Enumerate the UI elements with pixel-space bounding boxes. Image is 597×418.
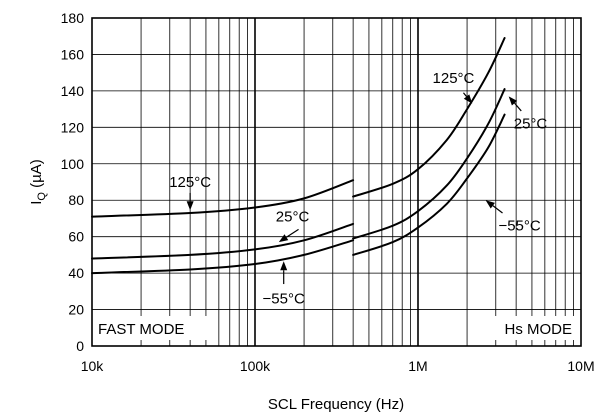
y-tick-label: 120 <box>61 119 85 135</box>
hs-mode-label: Hs MODE <box>505 321 573 338</box>
annotations: 125°C 25°C −55°C 125°C 25°C −55°C <box>169 70 547 307</box>
y-tick-label: 100 <box>61 156 85 172</box>
y-tick-label: 20 <box>68 302 84 318</box>
annotation-arrowhead <box>186 201 194 211</box>
y-tick-label: 0 <box>76 338 84 354</box>
annotation-arrowhead <box>463 94 473 104</box>
y-axis-label-sub: Q <box>36 192 48 201</box>
annotation-label-25c: 25°C <box>276 209 310 226</box>
fast-mode-label: FAST MODE <box>98 321 184 338</box>
annotation-arrow <box>492 205 503 214</box>
x-tick-label: 10k <box>81 358 105 374</box>
x-axis-label: SCL Frequency (Hz) <box>268 396 404 413</box>
annotation-arrowhead <box>508 96 518 106</box>
annotation-arrowhead <box>280 261 288 271</box>
y-tick-label: 60 <box>68 229 84 245</box>
annotation-label-125c: 125°C <box>169 174 211 191</box>
annotation-arrow <box>462 92 468 97</box>
annotation-arrow <box>286 228 299 238</box>
annotation-label-25c: 25°C <box>514 116 548 133</box>
annotation-label-55c: −55°C <box>498 218 540 235</box>
y-tick-label: 80 <box>68 192 84 208</box>
annotation-label-125c: 125°C <box>433 70 475 87</box>
y-tick-label: 160 <box>61 46 85 62</box>
annotation-label-55c: −55°C <box>263 291 305 308</box>
x-tick-label: 10M <box>567 358 594 374</box>
series-line-55c-hs <box>352 113 506 256</box>
fast-mode-label-bg <box>96 316 210 340</box>
y-tick-label: 180 <box>61 10 85 26</box>
series-group <box>91 37 506 275</box>
plot-frame <box>91 17 582 347</box>
annotation-arrowhead <box>485 200 495 209</box>
series-line-125c-fast <box>91 179 355 218</box>
series-line-55c-fast <box>91 239 355 275</box>
annotation-arrow <box>514 102 522 112</box>
x-tick-label: 100k <box>240 358 271 374</box>
y-tick-label: 140 <box>61 83 85 99</box>
grid <box>92 18 581 346</box>
series-line-25c-hs <box>352 88 506 240</box>
y-tick-label: 40 <box>68 265 84 281</box>
series-line-25c-fast <box>91 222 355 260</box>
x-tick-label: 1M <box>408 358 427 374</box>
y-axis-label-main: I <box>28 201 45 205</box>
annotation-arrowhead <box>278 234 289 243</box>
y-axis-label: IQ (µA) <box>28 159 48 205</box>
y-axis-ticks: 0 20 40 60 80 100 120 140 160 180 <box>61 10 85 354</box>
y-axis-label-unit: (µA) <box>28 159 45 192</box>
x-axis-ticks: 10k 100k 1M 10M <box>81 358 595 374</box>
hs-mode-label-bg <box>474 316 574 340</box>
series-line-125c-hs <box>352 37 506 198</box>
